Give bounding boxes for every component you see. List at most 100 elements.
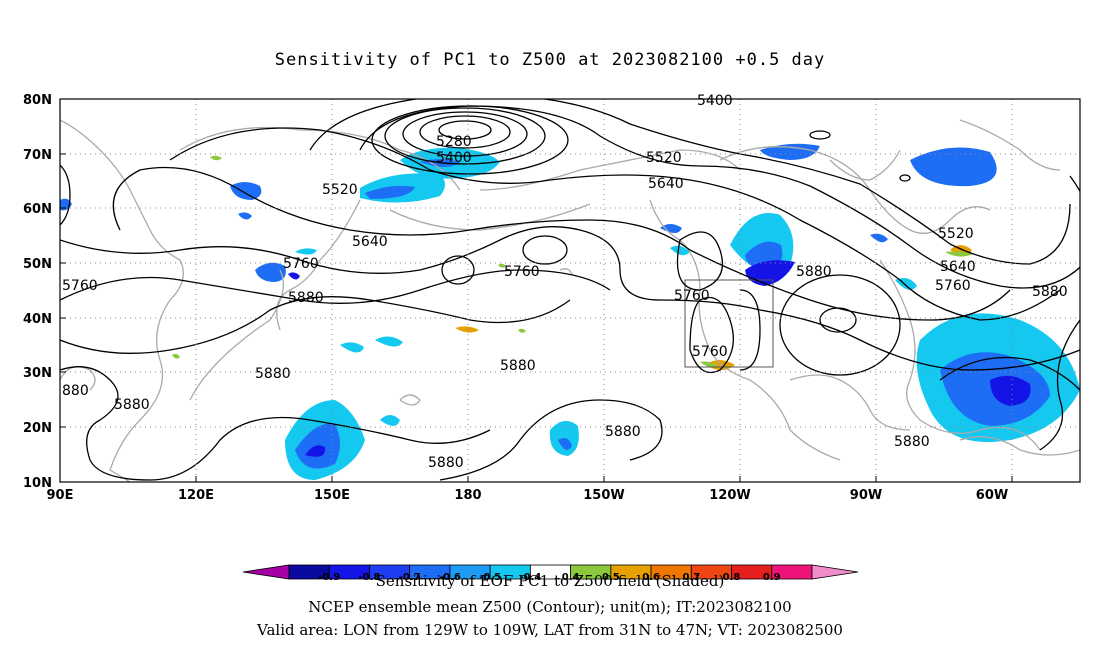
shade-blob [295, 248, 317, 255]
contour-label: 5640 [352, 234, 388, 250]
shade-blob [238, 212, 252, 220]
contour-line [402, 111, 528, 157]
contour-line [522, 235, 568, 265]
contour-line [739, 289, 761, 371]
shade-blob [365, 185, 415, 199]
contour-label: 5640 [940, 259, 976, 275]
lat-label: 60N [23, 202, 52, 217]
colorbar-tick-label: 0.5 [602, 572, 620, 583]
shade-blob [255, 262, 286, 282]
colorbar: -0.9 -0.8 -0.7 -0.6 -0.5 -0.4 0.4 0.5 0.6 0.7 0.8 0… [242, 564, 859, 590]
lat-label: 70N [23, 148, 52, 163]
contour-line [899, 174, 911, 182]
map-title: Sensitivity of PC1 to Z500 at 2023082100… [274, 50, 826, 70]
shade-blob [340, 342, 364, 353]
contour-label: 5520 [938, 226, 974, 242]
contour-line [438, 120, 492, 140]
contour-label: 5520 [322, 182, 358, 198]
contour-line [419, 115, 511, 149]
valid-area-box [684, 279, 774, 368]
contour-line [60, 366, 491, 481]
colorbar-tick-label: -0.8 [359, 572, 381, 583]
contour-line [689, 296, 734, 374]
contour-label: 5880 [255, 366, 291, 382]
contour-line [359, 105, 1080, 289]
contour-label: 5880 [796, 264, 832, 280]
coastline-south-america [959, 436, 1080, 456]
contour-label: 5400 [697, 93, 733, 109]
colorbar-tick-label: -0.6 [439, 572, 461, 583]
contour-labels: 5400 5280 5400 5520 5520 5640 5640 5520 … [62, 93, 1068, 471]
lat-label: 50N [23, 257, 52, 272]
plot-frame [59, 98, 1081, 483]
contour-label: 5880 [605, 424, 641, 440]
colorbar-tick-label: -0.5 [479, 572, 501, 583]
longitude-labels: 90E 120E 150E 180 150W 120W 90W 60W [47, 488, 1009, 503]
coastline-east-coast [879, 259, 1041, 451]
colorbar-tick-label: -0.7 [399, 572, 421, 583]
contour-label: 5520 [646, 150, 682, 166]
colorbar-tick-label: 0.8 [723, 572, 741, 583]
contour-label: 5760 [692, 344, 728, 360]
contour-label: 5760 [935, 278, 971, 294]
shade-blob [895, 278, 917, 290]
shade-blob [230, 182, 262, 200]
coastline-greenland [959, 119, 1061, 171]
caption-shaded: Sensitivity of EOF PC1 to Z500 field (Sh… [376, 572, 725, 590]
colorbar-tick-label: -0.9 [318, 572, 340, 583]
graticule [60, 99, 1080, 482]
shade-blob [558, 438, 572, 450]
axis-ticks [60, 153, 1013, 482]
coastline-asia [60, 99, 184, 482]
shade-blob [760, 143, 820, 160]
lon-label: 90E [47, 488, 74, 503]
contour-line [779, 274, 901, 376]
lon-label: 90W [850, 488, 882, 503]
coastline-hudson [829, 149, 901, 181]
shade-blob [288, 272, 300, 280]
shade-blob [910, 147, 997, 187]
shade-blob [518, 328, 526, 333]
coastline-kamchatka [276, 199, 361, 331]
colorbar-tick-label: 0.7 [682, 572, 700, 583]
shade-blob [305, 445, 326, 457]
contour-line [60, 226, 1080, 371]
caption-contour: NCEP ensemble mean Z500 (Contour); unit(… [308, 598, 792, 616]
lat-label: 30N [23, 366, 52, 381]
colorbar-tick-label: 0.6 [642, 572, 660, 583]
contour-label: 880 [62, 383, 89, 399]
contour-label: 5880 [500, 358, 536, 374]
contour-line [441, 255, 475, 285]
z500-contours [60, 99, 1080, 481]
shade-blob [870, 233, 888, 243]
shade-blob [700, 361, 718, 368]
lat-label: 80N [23, 93, 52, 108]
contour-line [169, 127, 1061, 321]
shade-blob [990, 375, 1031, 406]
shade-blob [380, 415, 400, 426]
contour-line [60, 164, 71, 226]
contour-label: 5880 [1032, 284, 1068, 300]
shade-blob [660, 224, 682, 233]
colorbar-end-max [811, 564, 859, 580]
contour-label: 5760 [504, 264, 540, 280]
caption-valid-area: Valid area: LON from 129W to 109W, LAT f… [257, 621, 843, 639]
lon-label: 150E [314, 488, 350, 503]
contour-line [60, 269, 611, 304]
contour-line [809, 130, 831, 140]
lon-label: 150W [583, 488, 624, 503]
lat-label: 10N [23, 476, 52, 491]
contour-line [384, 107, 546, 165]
contour-line [309, 99, 1071, 265]
contour-line [819, 307, 857, 333]
lon-label: 120E [178, 488, 214, 503]
contour-label: 5880 [428, 455, 464, 471]
coastline-canada [719, 146, 991, 234]
coastline-gulf [789, 374, 911, 431]
sensitivity-shading [60, 143, 1080, 480]
colorbar-tick-label: -0.4 [519, 572, 541, 583]
latitude-labels: 80N 70N 60N 50N 40N 30N 20N 10N [23, 93, 52, 491]
shade-blob [945, 251, 973, 257]
shade-blob [375, 336, 403, 347]
coastline-islands [60, 268, 573, 406]
